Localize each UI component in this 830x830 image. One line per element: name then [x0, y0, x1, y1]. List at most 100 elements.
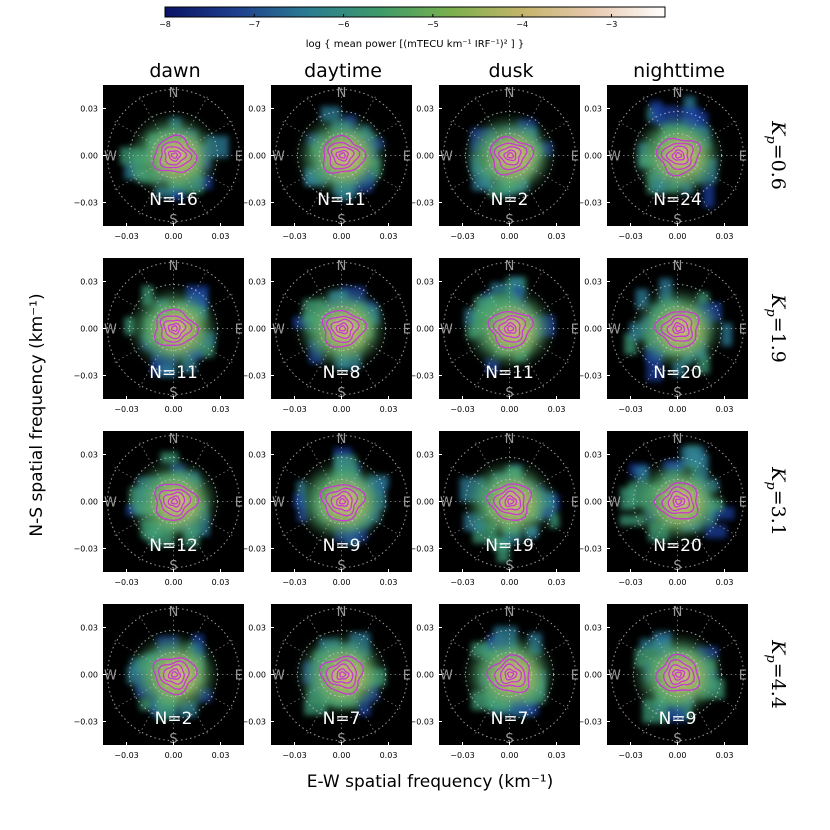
- compass-west: W: [104, 150, 117, 165]
- x-tick-label: 0.00: [333, 751, 351, 760]
- compass-north: N: [169, 259, 179, 274]
- colorbar-tick-label: −5: [427, 20, 439, 29]
- kp-subscript: p: [763, 481, 778, 490]
- panel-daytime-kp1: N S W E N=8 −0.03 0.03 0.00 0.00 0.03 −0.03: [241, 258, 412, 414]
- x-tick-label: −0.03: [618, 405, 643, 414]
- x-tick-label: −0.03: [450, 578, 475, 587]
- x-tick-label: 0.00: [669, 578, 687, 587]
- compass-south: S: [673, 386, 681, 401]
- x-tick-label: 0.00: [501, 232, 519, 241]
- compass-west: W: [272, 669, 285, 684]
- compass-west: W: [608, 496, 621, 511]
- kp-symbol: K: [767, 293, 789, 310]
- kp-row-label: Kp=3.1: [763, 466, 789, 536]
- compass-east: E: [403, 323, 411, 338]
- sample-count: N=20: [653, 363, 702, 383]
- y-tick-label: −0.03: [73, 545, 98, 554]
- sample-count: N=12: [149, 536, 198, 556]
- power-contours: [153, 308, 200, 346]
- x-tick-label: 0.00: [669, 751, 687, 760]
- panel-dusk-kp1: N S W E N=11 −0.03 0.03 0.00 0.00 0.03 −0.03: [409, 258, 580, 414]
- panel-dawn-kp2: N S W E N=12 −0.03 0.03 0.00 0.00 0.03 −0.03: [73, 431, 244, 587]
- y-tick-label: 0.03: [80, 105, 98, 114]
- compass-west: W: [608, 323, 621, 338]
- colorbar-tick-label: −3: [606, 20, 618, 29]
- panel-dawn-kp0: N S W E N=16 −0.03 0.03 0.00 0.00 0.03 −0.03: [73, 85, 244, 241]
- kp-value: =0.6: [767, 144, 789, 190]
- sample-count: N=9: [659, 709, 697, 729]
- y-tick-label: −0.03: [409, 372, 434, 381]
- power-contours: [486, 483, 532, 521]
- x-tick-label: −0.03: [450, 751, 475, 760]
- column-header-daytime: daytime: [304, 60, 382, 82]
- y-tick-label: −0.03: [577, 199, 602, 208]
- compass-east: E: [403, 496, 411, 511]
- sample-count: N=8: [323, 363, 361, 383]
- y-tick-label: 0.00: [80, 498, 98, 507]
- compass-west: W: [440, 669, 453, 684]
- sample-count: N=11: [149, 363, 198, 383]
- x-tick-label: −0.03: [114, 751, 139, 760]
- y-tick-label: 0.00: [248, 671, 266, 680]
- y-tick-label: 0.03: [248, 451, 266, 460]
- x-tick-label: 0.03: [380, 405, 398, 414]
- compass-east: E: [235, 669, 243, 684]
- sample-count: N=2: [155, 709, 193, 729]
- polar-grid: [439, 85, 580, 226]
- y-tick-label: 0.03: [80, 278, 98, 287]
- compass-north: N: [337, 259, 347, 274]
- power-contours: [152, 657, 198, 696]
- panel-nighttime-kp2: N S W E N=20 −0.03 0.03 0.00 0.00 0.03 −0.03: [577, 431, 748, 587]
- y-tick-label: 0.03: [248, 278, 266, 287]
- colorbar-gradient: [164, 6, 666, 18]
- x-tick-label: 0.00: [669, 405, 687, 414]
- kp-symbol: K: [767, 639, 789, 656]
- x-tick-label: 0.03: [716, 751, 734, 760]
- x-tick-label: 0.03: [548, 578, 566, 587]
- compass-west: W: [440, 496, 453, 511]
- x-tick-label: −0.03: [450, 232, 475, 241]
- x-tick-label: 0.00: [165, 232, 183, 241]
- compass-north: N: [337, 86, 347, 101]
- x-tick-label: 0.00: [333, 405, 351, 414]
- compass-west: W: [440, 150, 453, 165]
- kp-symbol: K: [767, 120, 789, 137]
- compass-east: E: [571, 150, 579, 165]
- y-tick-label: −0.03: [577, 718, 602, 727]
- compass-north: N: [505, 605, 515, 620]
- x-tick-label: −0.03: [618, 232, 643, 241]
- sample-count: N=20: [653, 536, 702, 556]
- x-tick-label: 0.03: [548, 405, 566, 414]
- y-tick-label: 0.00: [584, 498, 602, 507]
- colorbar-tick-label: −4: [516, 20, 528, 29]
- x-tick-label: −0.03: [282, 751, 307, 760]
- y-tick-label: 0.00: [416, 152, 434, 161]
- kp-value: =3.1: [767, 490, 789, 536]
- panel-dusk-kp3: N S W E N=7 −0.03 0.03 0.00 0.00 0.03 −0.03: [409, 604, 580, 760]
- compass-south: S: [169, 386, 177, 401]
- column-headers: dawn daytime dusk nighttime: [149, 60, 725, 82]
- y-tick-label: 0.03: [80, 624, 98, 633]
- kp-row-label: Kp=4.4: [763, 639, 789, 709]
- power-contours: [655, 137, 701, 177]
- x-tick-label: 0.03: [212, 405, 230, 414]
- kp-symbol: K: [767, 466, 789, 483]
- compass-west: W: [272, 496, 285, 511]
- power-contours: [487, 310, 534, 349]
- compass-west: W: [104, 323, 117, 338]
- panel-dusk-kp2: N S W E N=19 −0.03 0.03 0.00 0.00 0.03 −0.03: [409, 431, 580, 587]
- compass-south: S: [169, 732, 177, 747]
- x-tick-label: 0.00: [501, 578, 519, 587]
- compass-south: S: [169, 559, 177, 574]
- colorbar: −8 −7 −6 −5 −4 −3 log { mean power [(mTECU km⁻…: [159, 6, 666, 50]
- kp-value: =4.4: [767, 663, 789, 709]
- compass-east: E: [235, 150, 243, 165]
- kp-row-labels: Kp=0.6Kp=1.9Kp=3.1Kp=4.4: [763, 120, 789, 709]
- y-tick-label: −0.03: [577, 545, 602, 554]
- compass-south: S: [673, 732, 681, 747]
- x-tick-label: 0.03: [716, 578, 734, 587]
- x-tick-label: 0.00: [165, 578, 183, 587]
- sample-count: N=16: [149, 190, 198, 210]
- y-tick-label: −0.03: [409, 718, 434, 727]
